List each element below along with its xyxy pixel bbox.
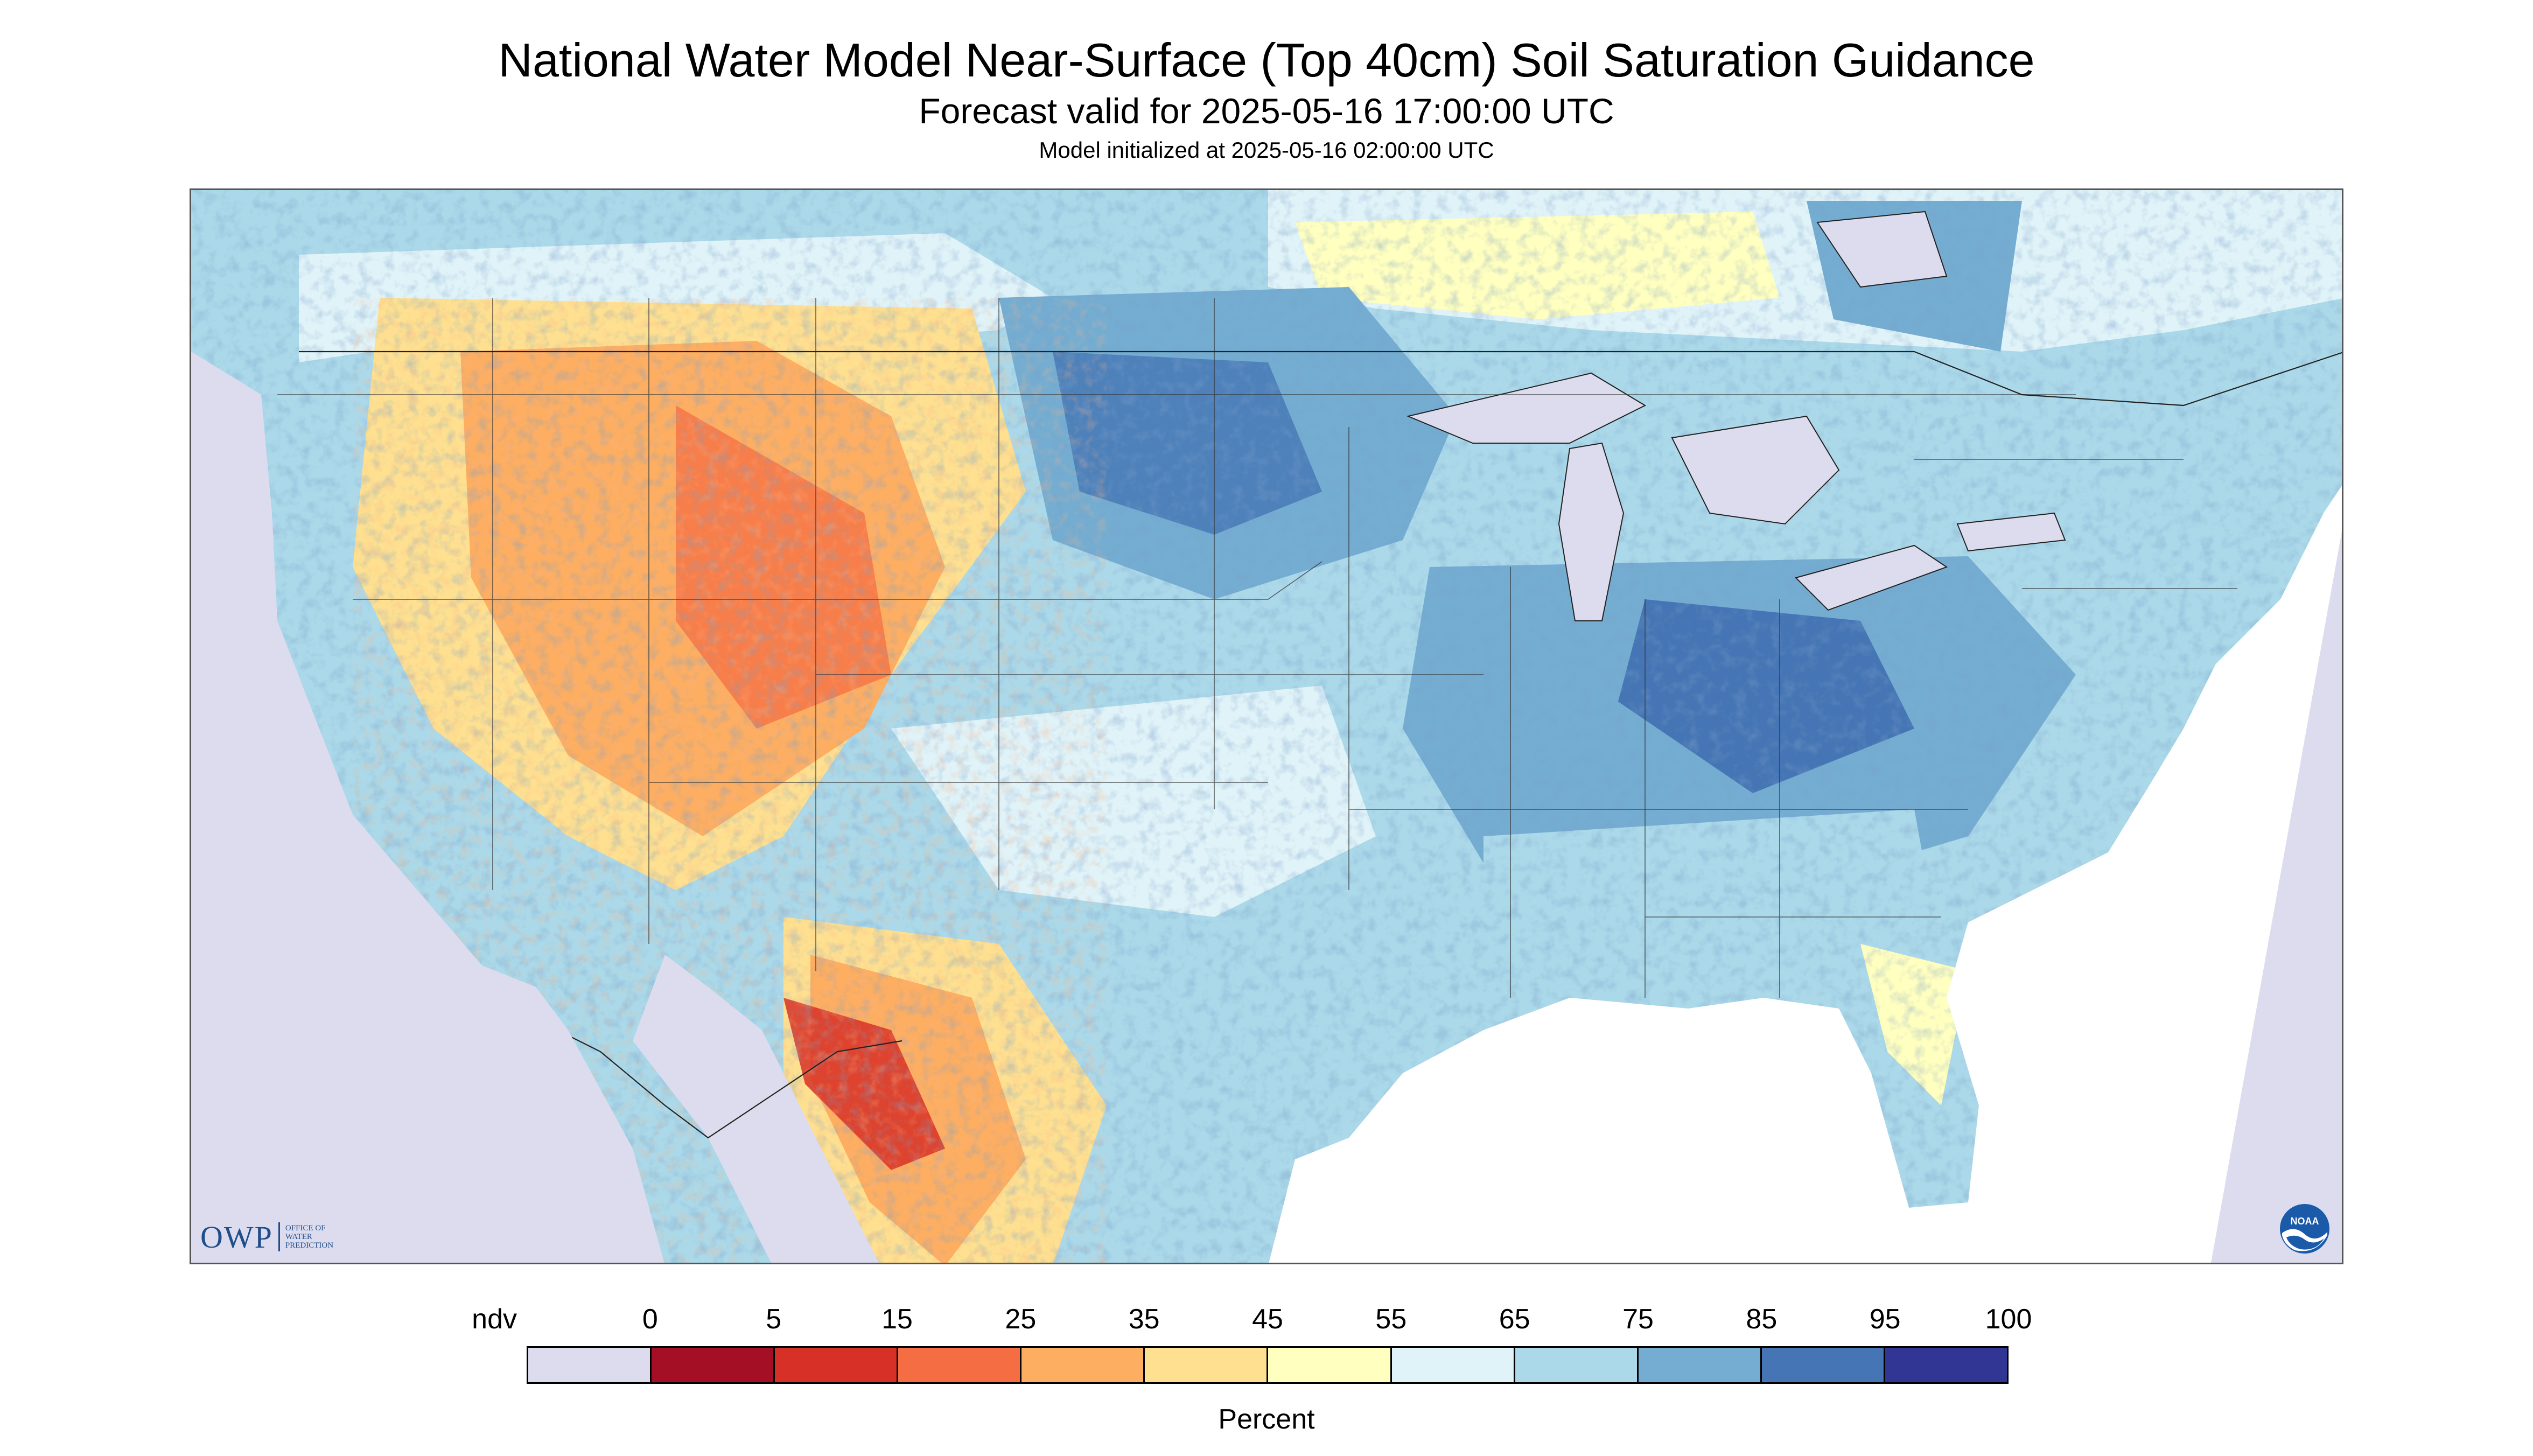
legend-tick-label: 75 — [1622, 1304, 1654, 1335]
great-lakes — [1406, 211, 2066, 621]
map-title: National Water Model Near-Surface (Top 4… — [498, 33, 2035, 87]
soil-saturation-map — [190, 188, 2343, 1264]
legend-tick-label: 85 — [1746, 1304, 1778, 1335]
legend-swatch — [1021, 1348, 1145, 1382]
owp-separator — [278, 1222, 280, 1251]
legend-tick-label: 35 — [1128, 1304, 1160, 1335]
legend-tick-label: 0 — [642, 1304, 658, 1335]
legend-tick-label: ndv — [472, 1304, 517, 1335]
international-border-north — [299, 351, 2342, 407]
legend-labels: ndv 0 5 15 25 35 45 55 65 75 85 95 100 — [0, 1303, 2533, 1341]
legend-swatch — [1515, 1348, 1639, 1382]
legend-colorbar — [527, 1346, 2009, 1384]
legend-swatch — [1391, 1348, 1515, 1382]
land-saturation-field — [191, 190, 2342, 1263]
legend-tick-label: 5 — [766, 1304, 782, 1335]
pacific-ocean-nodata — [191, 352, 664, 1263]
atlantic-ocean — [1909, 486, 2342, 1263]
owp-mark: OWP — [200, 1219, 273, 1255]
legend-tick-label: 45 — [1252, 1304, 1283, 1335]
legend-tick-label: 15 — [881, 1304, 913, 1335]
legend-swatch — [1145, 1348, 1269, 1382]
legend-swatch — [1885, 1348, 2007, 1382]
legend-tick-label: 25 — [1005, 1304, 1037, 1335]
owp-wordmark: OFFICE OF WATER PREDICTION — [285, 1224, 334, 1250]
legend-unit: Percent — [1218, 1404, 1315, 1435]
legend-tick-label: 55 — [1375, 1304, 1407, 1335]
forecast-valid-time: Forecast valid for 2025-05-16 17:00:00 U… — [919, 91, 1614, 131]
gulf-of-mexico — [1269, 998, 1909, 1263]
legend-tick-label: 95 — [1869, 1304, 1901, 1335]
svg-text:NOAA: NOAA — [2291, 1216, 2319, 1227]
legend-swatch — [1761, 1348, 1885, 1382]
legend-tick-label: 65 — [1499, 1304, 1530, 1335]
model-init-time: Model initialized at 2025-05-16 02:00:00… — [1039, 137, 1494, 163]
legend-swatch — [1638, 1348, 1762, 1382]
legend-swatch — [528, 1348, 652, 1382]
owp-logo: OWP OFFICE OF WATER PREDICTION — [200, 1218, 333, 1256]
legend-tick-label: 100 — [1985, 1304, 2032, 1335]
noaa-logo: NOAA — [2280, 1204, 2329, 1254]
legend-swatch — [775, 1348, 899, 1382]
legend-swatch — [652, 1348, 775, 1382]
legend-swatch — [1268, 1348, 1392, 1382]
state-boundaries — [277, 298, 2237, 998]
legend-swatch — [898, 1348, 1022, 1382]
